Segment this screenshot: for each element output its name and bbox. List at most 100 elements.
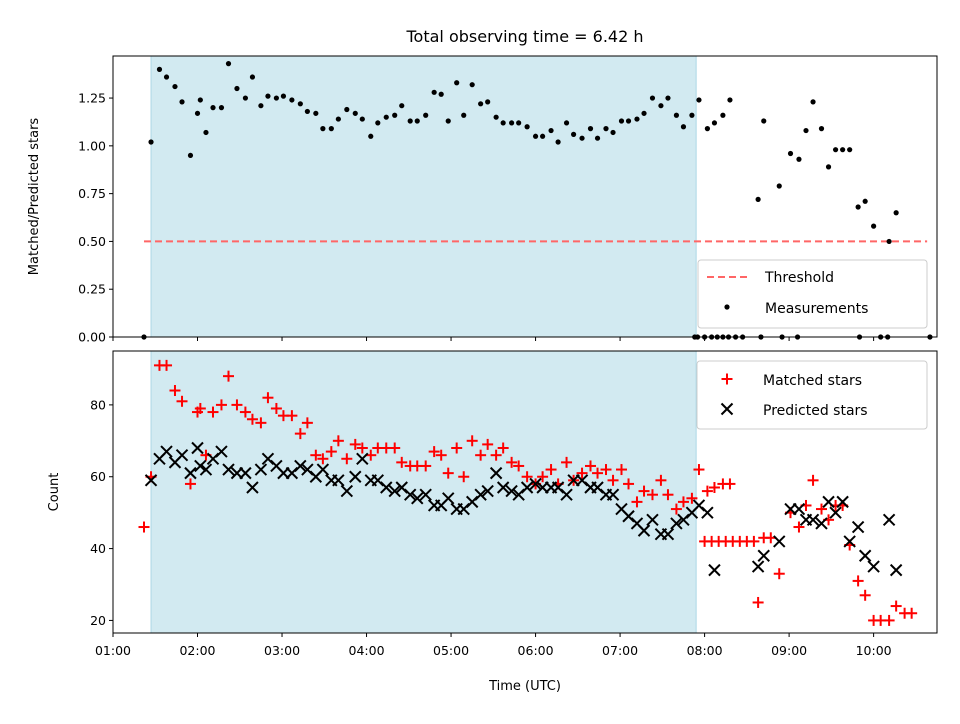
measurement-point [594,135,601,141]
matched-star-point [255,417,267,429]
predicted-star-point [882,513,896,527]
predicted-star-point [356,452,369,465]
y-tick-label: 60 [90,469,106,484]
legend-cross-marker [720,402,734,416]
predicted-star-point [867,560,880,573]
predicted-star-point [661,528,675,541]
measurement-point [359,116,365,122]
legend-plus-marker [721,373,733,385]
matched-star-point [793,521,805,533]
predicted-star-point [160,445,173,458]
matched-star-point [194,402,206,414]
measurement-point [431,89,437,95]
measurement-point [803,127,809,134]
measurement-point [720,112,726,118]
y-tick-label: 80 [90,397,106,412]
matched-star-point [294,428,306,440]
matched-star-point [482,438,494,450]
legend-predicted-swatch [720,402,734,416]
measurement-point [689,112,695,118]
measurement-point [711,120,718,126]
observing-window-shade [150,55,697,338]
measurement-point [727,97,733,103]
predicted-star-point [773,535,786,548]
legend-measurements-swatch [724,304,730,310]
predicted-star-point [332,474,345,487]
measurement-point [787,150,794,157]
matched-star-point [239,406,251,418]
predicted-star-point [496,481,510,494]
measurement-point [548,127,554,134]
predicted-star-point [757,549,770,562]
measurement-point [761,118,767,124]
predicted-star-point [815,517,828,530]
matched-star-point [584,460,596,472]
ratio-plot-frame [112,55,938,338]
predicted-star-point [670,517,683,530]
ratio-legend-box [697,259,928,329]
measurement-point [776,183,782,189]
ratio-panel: 0.00 0.25 0.50 0.75 1.00 1.25 Total observing… [27,27,938,345]
measurement-point [641,110,647,116]
predicted-star-point [637,524,651,537]
predicted-star-point [560,488,573,501]
measurement-point [485,99,491,105]
matched-star-point [451,442,463,454]
matched-star-point [852,575,864,587]
matched-star-point [638,485,650,497]
predicted-stars-points [144,441,903,577]
matched-star-point [701,485,713,497]
measurement-point [328,126,334,132]
measurement-point [423,112,429,118]
matched-star-point [807,474,819,486]
predicted-star-point [520,481,534,494]
matched-star-point [420,460,432,472]
ratio-y-axis-label: Matched/Predicted stars [27,118,42,276]
predicted-star-point [403,488,417,501]
matched-star-point [207,406,219,418]
measurement-point [156,66,163,72]
matched-star-point [677,496,689,508]
matched-star-point [662,489,674,501]
measurement-point [570,131,577,137]
matched-star-point [184,478,196,490]
matched-star-point [310,449,322,461]
measurement-point [755,196,761,202]
predicted-star-point [751,560,765,573]
predicted-star-point [442,492,455,505]
matched-star-point [169,385,181,397]
legend-threshold-label: Threshold [764,270,834,286]
count-legend: Matched stars Predicted stars [696,360,928,430]
matched-star-point [655,474,667,486]
predicted-star-point [505,484,518,498]
matched-star-point [623,478,635,490]
predicted-star-point [529,477,542,491]
x-axis-label: Time (UTC) [488,679,561,694]
predicted-star-point [474,488,487,501]
matched-star-point [537,471,549,483]
matched-star-point [506,456,518,468]
measurement-point [194,110,201,116]
matched-star-point [138,521,150,533]
predicted-star-point [215,445,228,458]
matched-star-point [815,503,827,515]
matched-star-point [176,395,188,407]
predicted-star-point [184,466,197,480]
matched-star-point [521,471,533,483]
predicted-star-point [419,488,432,501]
predicted-star-point [489,466,503,480]
predicted-star-point [481,484,494,498]
legend-matched-label: Matched stars [763,373,862,389]
matched-star-point [161,359,173,371]
measurement-point [392,112,398,118]
measurement-point [579,135,585,141]
matched-star-point [428,446,440,458]
measurement-point [273,95,279,101]
measurement-point [454,80,460,86]
count-x-ticks: 01:00 02:00 03:00 04:00 05:00 06:00 07:00 08:00… [95,633,892,658]
matched-star-point [262,392,274,404]
x-tick-label: 03:00 [264,643,300,658]
measurement-point [524,124,530,130]
matched-star-point [475,449,487,461]
